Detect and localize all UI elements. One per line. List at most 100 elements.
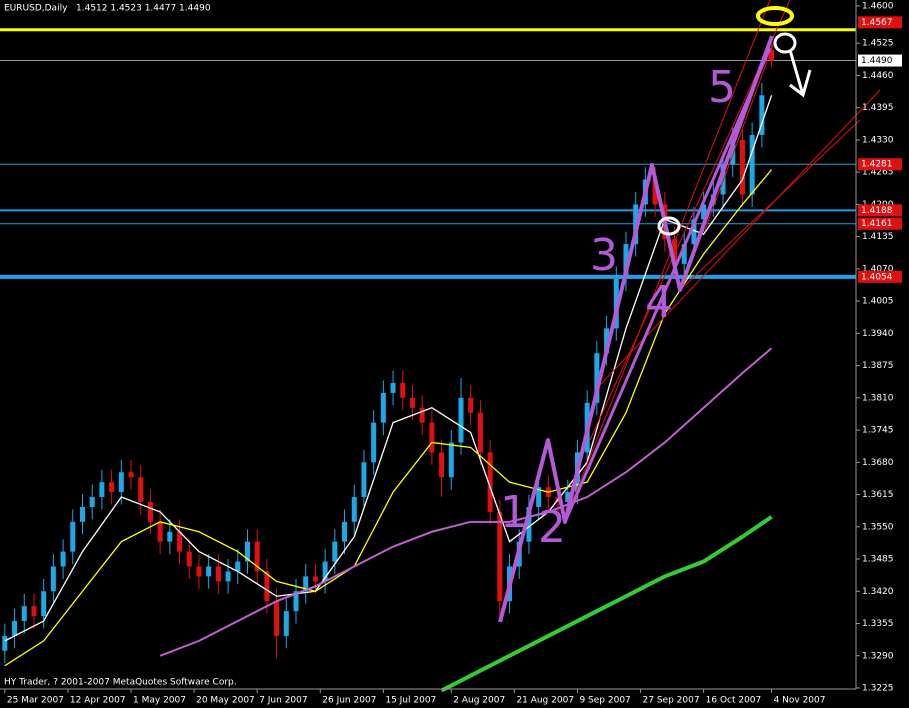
highlight-circle [756,6,794,26]
level-box [858,54,902,67]
candle-body [89,497,95,507]
candle-body [244,541,250,562]
trend-line [704,39,776,231]
moving-average [4,169,773,667]
candle-body [21,606,27,622]
level-box [858,16,902,29]
highlight-circle [657,216,681,236]
y-tick-label: 1.4600 [862,2,894,12]
candle-body [293,591,299,612]
candle-body [138,477,144,502]
candle-body [604,328,610,354]
candle-body [371,422,377,463]
candle-body [2,635,8,651]
y-tick-label: 1.4330 [862,135,894,145]
x-tick-label: 1 May 2007 [133,696,186,706]
x-tick-label: 7 Jun 2007 [259,696,307,706]
candle-body [215,566,221,582]
candle-body [225,571,231,582]
chart-title: EURUSD,Daily [4,4,68,14]
x-tick-label: 9 Sep 2007 [579,696,630,706]
candle-body [468,397,474,413]
candle-body [497,511,503,602]
trend-line [679,119,861,291]
level-box [858,204,902,217]
candle-body [312,576,318,582]
candle-body [157,521,163,542]
x-tick-label: 21 Aug 2007 [516,696,574,706]
y-tick-label: 1.4460 [862,71,894,81]
x-tick-label: 12 Apr 2007 [70,696,126,706]
levels-layer [0,28,856,279]
wave-count [498,35,774,623]
candle-body [12,621,18,636]
candle-body [177,531,183,552]
level-label: 1.4054 [861,272,893,282]
candle-body [623,244,629,279]
candle-body [565,492,571,502]
moving-averages-layer [4,95,773,693]
candle-body [70,521,76,552]
ohlc-readout: 1.4512 1.4523 1.4477 1.4490 [76,4,211,14]
candle-body [429,422,435,453]
candle-body [477,412,483,453]
level-label: 1.4567 [861,18,893,28]
wave-label: 1 [500,487,528,538]
candle-body [332,541,338,562]
y-tick-label: 1.3225 [862,684,894,694]
candle-body [254,541,260,572]
highlight-circle [773,32,797,54]
candle-body [31,606,37,617]
arrow [788,49,812,98]
candle-body [409,397,415,408]
candle-body [672,239,678,264]
candle-body [167,531,173,542]
level-box [858,217,902,230]
y-tick-label: 1.3810 [862,393,894,403]
candle-body [361,462,367,498]
wave-label: 5 [708,62,736,113]
y-tick-label: 1.4395 [862,103,894,113]
x-tick-label: 2 Aug 2007 [453,696,505,706]
candle-body [128,472,134,478]
level-label: 1.4490 [861,56,893,66]
candle-body [769,49,775,61]
y-tick-label: 1.3355 [862,619,894,629]
candle-body [380,392,386,423]
candle-body [739,139,745,195]
candle-body [439,452,445,478]
y-tick-label: 1.3875 [862,361,894,371]
y-tick-label: 1.3615 [862,490,894,500]
moving-average [4,95,773,642]
candle-body [759,95,765,135]
candle-body [594,353,600,403]
y-tick-label: 1.3550 [862,522,894,532]
y-tick-label: 1.3420 [862,587,894,597]
level-box [858,158,902,171]
moving-average [159,347,773,657]
y-tick-label: 1.3680 [862,458,894,468]
candle-body [730,139,736,165]
candle-body [118,472,124,493]
x-tick-label: 25 Mar 2007 [7,696,64,706]
x-tick-label: 4 Nov 2007 [774,696,826,706]
y-tick-label: 1.3290 [862,651,894,661]
level-box [858,270,902,283]
moving-average [440,515,773,693]
hand-drawings: 1 2 3 4 5 [498,0,881,623]
wave-channel [563,47,772,523]
candle-body [274,601,280,636]
y-tick-label: 1.4265 [862,168,894,178]
x-tick-label: 20 May 2007 [196,696,255,706]
candle-body [147,502,153,522]
candle-body [390,382,396,393]
candle-body [235,561,241,572]
x-tick-label: 15 Jul 2007 [385,696,436,706]
candle-body [419,407,425,423]
level-label: 1.4188 [861,206,893,216]
candle-body [691,219,697,245]
